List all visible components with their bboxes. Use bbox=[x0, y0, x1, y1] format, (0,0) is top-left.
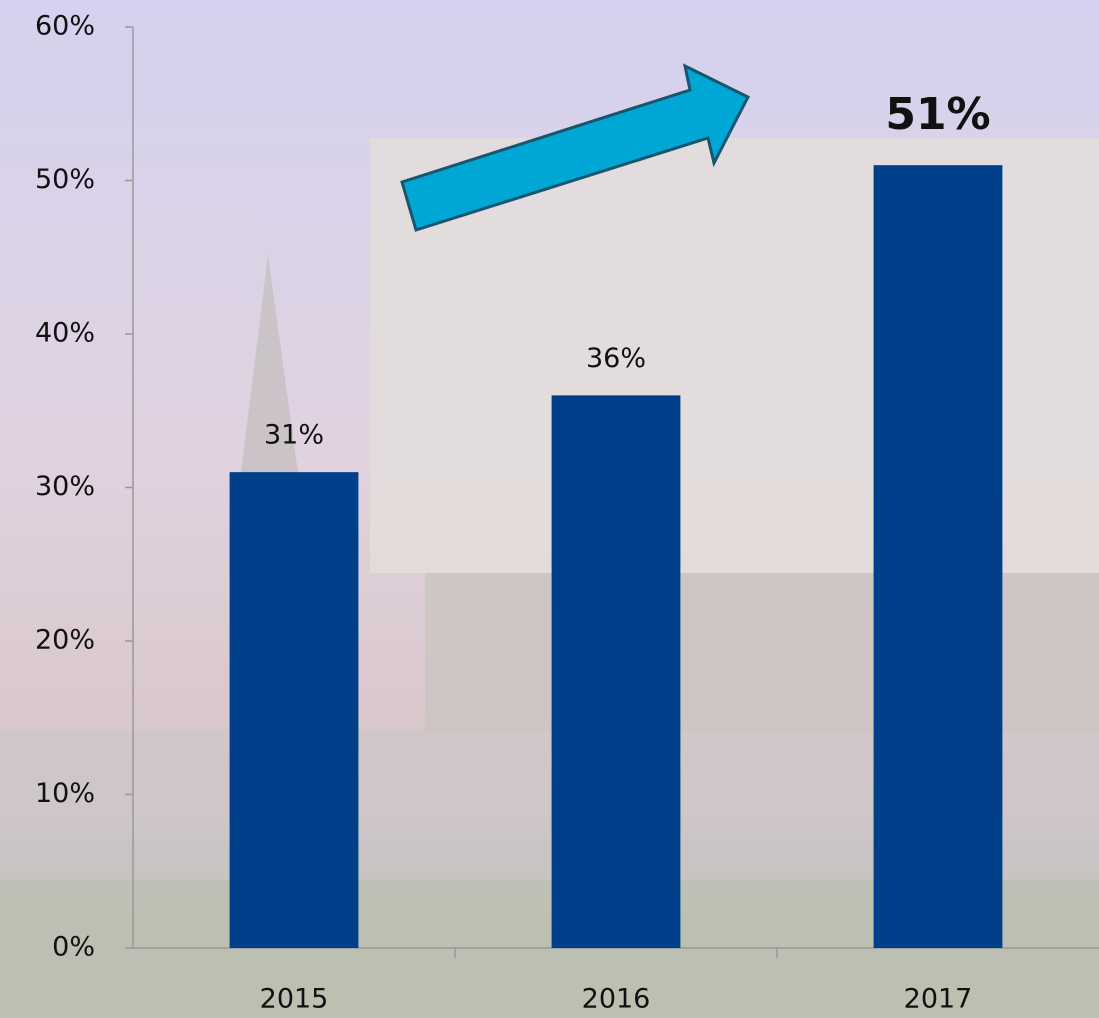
data-label: 51% bbox=[885, 89, 990, 140]
y-tick-label: 40% bbox=[35, 318, 95, 349]
x-tick-label: 2017 bbox=[904, 984, 973, 1015]
x-tick-label: 2015 bbox=[260, 984, 329, 1015]
bar bbox=[873, 165, 1003, 948]
y-tick-label: 30% bbox=[35, 471, 95, 502]
bar bbox=[551, 395, 681, 948]
y-tick-label: 0% bbox=[52, 932, 95, 963]
y-tick-label: 50% bbox=[35, 164, 95, 195]
y-tick-label: 20% bbox=[35, 625, 95, 656]
x-tick-label: 2016 bbox=[582, 984, 651, 1015]
data-label: 36% bbox=[586, 343, 646, 374]
data-label: 31% bbox=[264, 420, 324, 451]
trend-arrow bbox=[400, 63, 751, 232]
y-tick-label: 10% bbox=[35, 778, 95, 809]
y-tick-label: 60% bbox=[35, 11, 95, 42]
bar bbox=[229, 472, 359, 948]
